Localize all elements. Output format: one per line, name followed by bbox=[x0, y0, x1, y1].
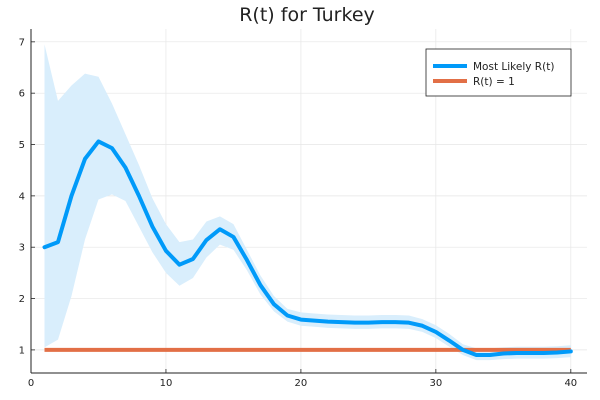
band-area bbox=[44, 44, 571, 361]
series-lines bbox=[42, 139, 573, 358]
legend-box bbox=[425, 48, 572, 97]
axes bbox=[30, 29, 587, 374]
legend-label-most-likely: Most Likely R(t) bbox=[473, 61, 554, 73]
x-tick-label: 30 bbox=[429, 378, 442, 389]
confidence-band bbox=[44, 44, 571, 361]
legend: Most Likely R(t) R(t) = 1 bbox=[425, 48, 572, 97]
series-line-most-likely bbox=[42, 139, 573, 358]
y-tick-label: 3 bbox=[19, 243, 25, 254]
x-tick-label: 10 bbox=[160, 378, 173, 389]
legend-label-rt-one: R(t) = 1 bbox=[473, 76, 515, 88]
y-tick-label: 7 bbox=[19, 37, 25, 48]
y-tick-label: 6 bbox=[19, 89, 25, 100]
tick-labels: 0 10 20 30 40 1 2 3 4 5 6 7 bbox=[19, 37, 578, 389]
y-tick-label: 2 bbox=[19, 294, 25, 305]
x-tick-label: 0 bbox=[28, 378, 34, 389]
chart-title: R(t) for Turkey bbox=[239, 4, 375, 26]
y-tick-label: 5 bbox=[19, 140, 25, 151]
x-tick-label: 20 bbox=[295, 378, 308, 389]
x-tick-label: 40 bbox=[564, 378, 577, 389]
y-tick-label: 1 bbox=[19, 345, 25, 356]
y-tick-label: 4 bbox=[19, 191, 25, 202]
